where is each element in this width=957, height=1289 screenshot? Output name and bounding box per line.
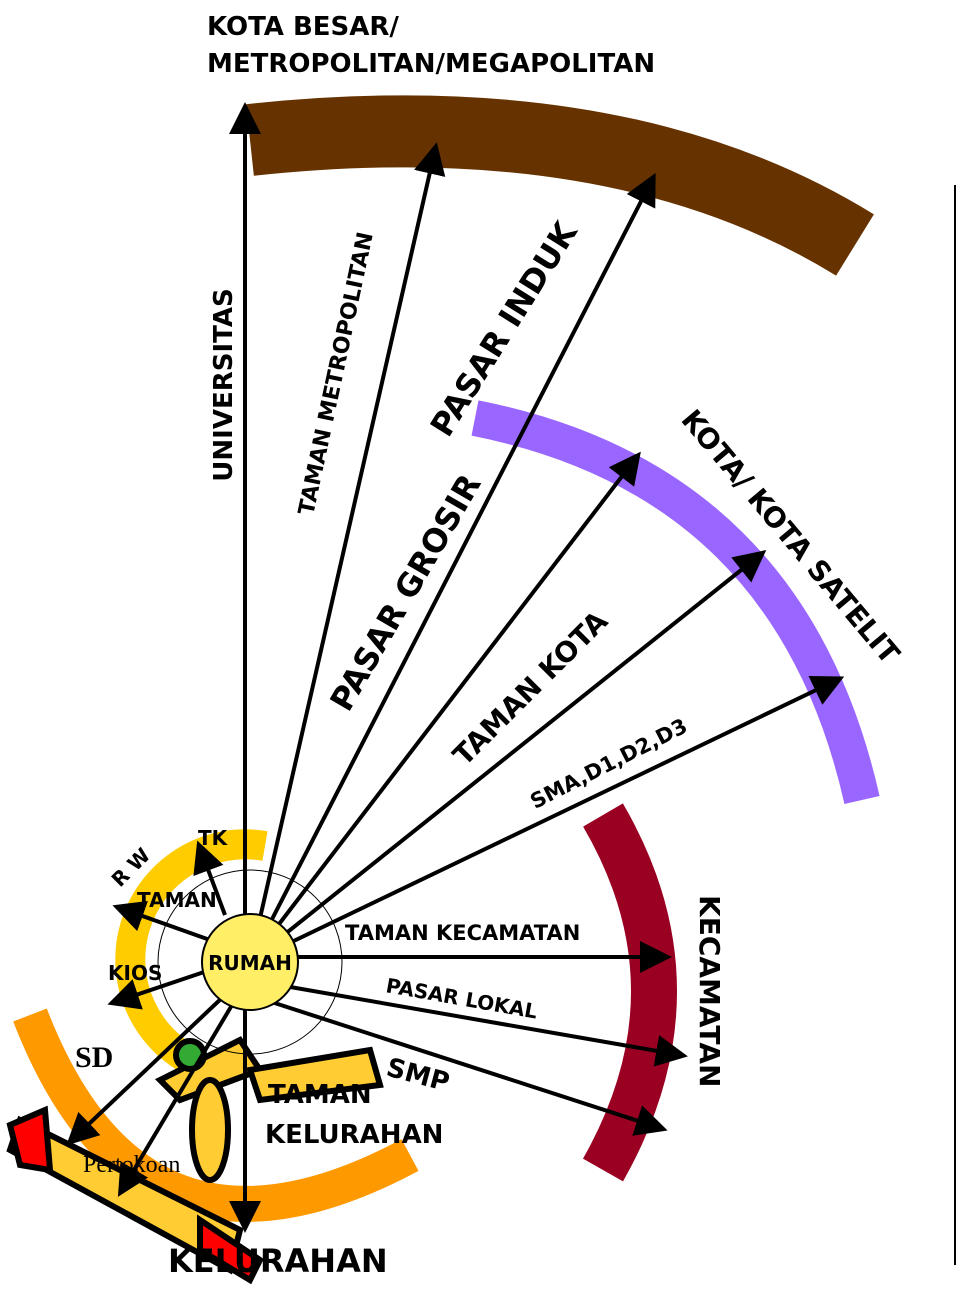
label: TAMAN — [137, 888, 217, 912]
label: TAMAN — [268, 1080, 372, 1110]
label: SD — [75, 1041, 113, 1074]
label: TK — [198, 826, 229, 850]
title: METROPOLITAN/MEGAPOLITAN — [207, 49, 655, 79]
label: UNIVERSITAS — [209, 288, 239, 481]
label: Pertokoan — [83, 1152, 180, 1178]
label: KELURAHAN — [265, 1120, 443, 1150]
diagram: RUMAH KOTA BESAR/ METROPOLITAN/MEGAPOLIT… — [0, 0, 957, 1289]
label: KELURAHAN — [168, 1242, 388, 1280]
label: KECAMATAN — [693, 895, 726, 1087]
label: TAMAN KECAMATAN — [345, 921, 580, 945]
label: TAMAN METROPOLITAN — [294, 230, 378, 518]
center-label: RUMAH — [208, 951, 292, 975]
title: KOTA BESAR/ — [207, 12, 399, 42]
label: SMP — [383, 1053, 452, 1098]
page: {"title":{"line1":"KOTA BESAR/","line2":… — [0, 0, 957, 1289]
label: TAMAN KOTA — [446, 604, 614, 772]
label: KIOS — [108, 961, 162, 985]
